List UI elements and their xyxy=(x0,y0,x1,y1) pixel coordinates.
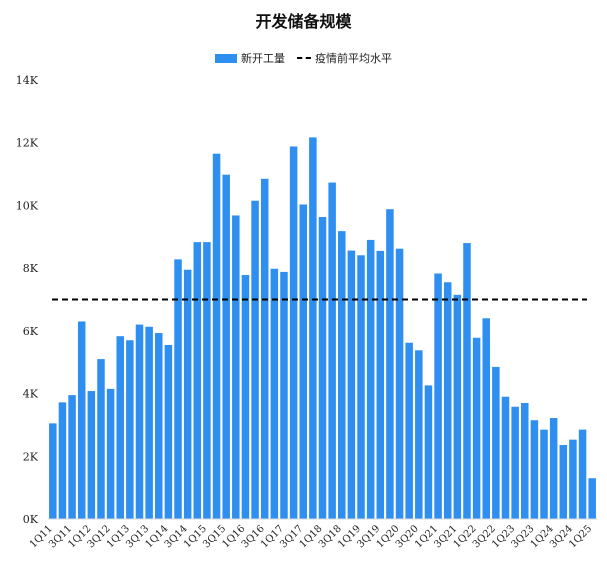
bar-4Q17 xyxy=(309,137,317,519)
bar-1Q24 xyxy=(549,418,558,519)
y-tick-label: 2K xyxy=(23,450,39,463)
legend-bar-label: 新开工量 xyxy=(241,52,285,65)
legend-reference-label: 疫情前平均水平 xyxy=(315,52,392,65)
bar-1Q19 xyxy=(357,255,365,520)
bar-3Q24 xyxy=(569,439,577,519)
bar-1Q22 xyxy=(472,337,481,519)
bar-1Q23 xyxy=(511,406,519,519)
bar-1Q11 xyxy=(49,423,57,519)
y-tick-label: 12K xyxy=(16,137,39,150)
y-tick-label: 14K xyxy=(16,74,39,87)
bar-4Q18 xyxy=(347,250,356,519)
bar-3Q19 xyxy=(376,250,385,519)
bar-3Q14 xyxy=(183,269,192,519)
bar-4Q15 xyxy=(232,215,240,519)
bar-2Q17 xyxy=(289,146,298,520)
bar-2Q18 xyxy=(328,182,336,520)
bar-4Q16 xyxy=(270,268,279,519)
bar-1Q13 xyxy=(126,340,134,519)
bar-3Q23 xyxy=(530,420,539,519)
bar-1Q17 xyxy=(280,271,288,519)
y-tick-label: 0K xyxy=(23,513,39,526)
bar-4Q11 xyxy=(77,321,86,519)
bar-4Q19 xyxy=(386,209,394,519)
bar-1Q20 xyxy=(395,248,404,519)
legend-item-bar[interactable]: 新开工量 xyxy=(215,50,285,66)
y-tick-label: 8K xyxy=(23,262,39,275)
bar-2Q22 xyxy=(482,318,490,519)
bar-1Q12 xyxy=(87,391,96,519)
legend-dashed-line-icon xyxy=(297,57,311,59)
bar-4Q24 xyxy=(578,429,587,519)
bar-3Q20 xyxy=(415,350,423,519)
legend: 新开工量 疫情前平均水平 xyxy=(0,50,607,66)
bar-3Q12 xyxy=(106,388,115,519)
legend-item-reference[interactable]: 疫情前平均水平 xyxy=(297,50,392,66)
bar-3Q18 xyxy=(338,231,346,519)
bar-4Q21 xyxy=(463,243,471,519)
y-tick-label: 6K xyxy=(23,325,39,338)
bar-4Q22 xyxy=(501,396,510,519)
bar-4Q14 xyxy=(193,242,202,519)
bar-1Q18 xyxy=(318,217,327,519)
bar-2Q16 xyxy=(251,200,259,520)
bar-3Q11 xyxy=(68,395,76,519)
bar-3Q17 xyxy=(299,204,307,520)
bar-1Q15 xyxy=(203,242,211,519)
bar-2Q19 xyxy=(366,239,375,520)
bar-2Q13 xyxy=(135,324,144,519)
bar-2Q24 xyxy=(559,445,568,519)
bar-2Q14 xyxy=(174,259,182,519)
bar-2Q11 xyxy=(58,402,67,519)
legend-bar-swatch-icon xyxy=(215,53,237,63)
bar-1Q16 xyxy=(241,275,250,519)
bar-1Q21 xyxy=(434,273,442,519)
bar-2Q21 xyxy=(443,282,452,519)
bar-3Q21 xyxy=(453,294,462,519)
bar-3Q15 xyxy=(222,174,230,519)
bar-4Q12 xyxy=(116,336,124,519)
bar-2Q23 xyxy=(521,402,529,519)
bar-3Q22 xyxy=(492,366,500,519)
y-tick-label: 10K xyxy=(16,199,39,212)
bar-4Q23 xyxy=(540,429,548,519)
bar-2Q20 xyxy=(405,342,413,519)
bar-2Q15 xyxy=(212,153,221,519)
bar-4Q20 xyxy=(424,385,433,519)
bar-3Q16 xyxy=(260,178,269,519)
bar-2Q12 xyxy=(97,359,105,519)
bar-4Q13 xyxy=(155,333,163,519)
bar-3Q13 xyxy=(145,326,153,519)
bar-1Q25 xyxy=(588,478,596,519)
bar-1Q14 xyxy=(164,344,173,519)
y-tick-label: 4K xyxy=(23,388,39,401)
chart-title: 开发储备规模 xyxy=(255,12,352,31)
